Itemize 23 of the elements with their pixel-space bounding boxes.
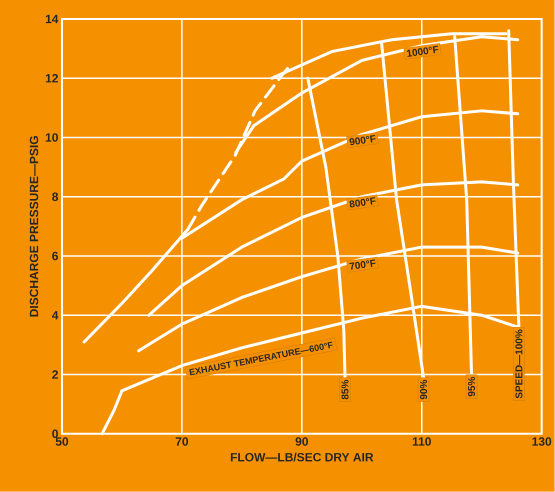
y-tick-label: 8 [52,192,58,202]
x-tick-label: 70 [176,437,188,446]
text: 90% [420,380,428,400]
y-tick-label: 12 [46,74,58,83]
x-tick-label: 50 [56,437,68,446]
y-tick-label: 2 [52,370,58,379]
y-tick-label: 0 [52,430,58,438]
text: 800°F [350,197,376,208]
text: SPEED—100% [515,330,522,399]
y-tick-label: 14 [46,15,58,24]
text: 85% [341,380,349,400]
x-tick-label: 110 [412,437,431,446]
text: 900°F [349,135,376,146]
y-tick-label: 6 [52,252,58,260]
x-axis-title: FLOW—LB/SEC DRY AIR [230,452,374,462]
y-axis-title: DISCHARGE PRESSURE—PSIG [30,136,38,317]
y-tick-label: 10 [46,133,58,142]
text: 1000°F [406,46,438,58]
x-tick-label: 130 [532,437,552,446]
text: 700°F [349,260,376,270]
y-tick-label: 4 [52,311,58,320]
text: 95% [468,377,476,396]
x-tick-label: 90 [296,437,308,446]
